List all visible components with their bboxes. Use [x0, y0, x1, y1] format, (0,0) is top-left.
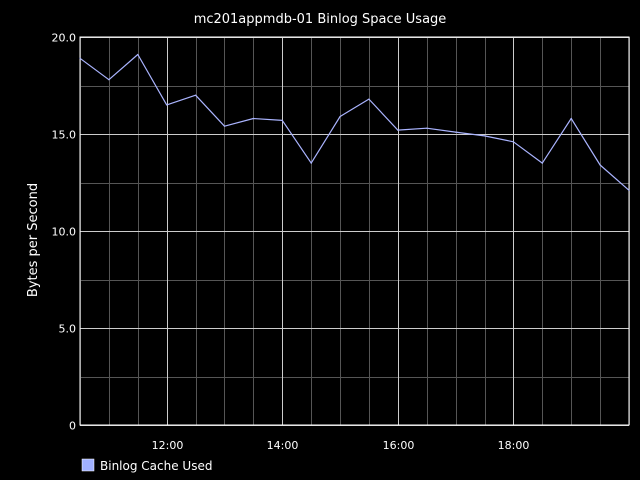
data-point: [570, 117, 572, 120]
x-tick-label: 12:00: [152, 439, 184, 452]
x-tick-label: 18:00: [498, 439, 530, 452]
legend-swatch: [81, 458, 95, 472]
data-point: [137, 53, 139, 56]
y-tick-label: 10.0: [52, 226, 77, 239]
data-point: [252, 117, 254, 120]
data-point: [426, 127, 428, 129]
y-tick-label: 15.0: [52, 129, 77, 142]
data-point: [195, 94, 197, 96]
x-tick-label: 16:00: [383, 439, 415, 452]
data-point: [397, 129, 399, 131]
x-tick-label: 14:00: [267, 439, 299, 452]
data-point: [310, 162, 312, 164]
y-tick-label: 20.0: [52, 32, 77, 45]
data-point: [281, 119, 283, 121]
y-axis-ticks: 0 5.0 10.0 15.0 20.0: [52, 32, 77, 433]
chart-title: mc201appmdb-01 Binlog Space Usage: [194, 12, 447, 27]
series-layer: [79, 53, 630, 191]
y-tick-label: 5.0: [59, 323, 77, 336]
data-point: [166, 104, 168, 106]
data-point: [541, 162, 543, 164]
data-point: [79, 57, 81, 59]
data-point: [455, 131, 457, 133]
x-axis-ticks: 12:00 14:00 16:00 18:00: [152, 439, 530, 452]
plot-border: [79, 36, 630, 426]
y-axis-title: Bytes per Second: [26, 183, 41, 297]
data-point: [339, 115, 341, 118]
series-line: [79, 53, 630, 191]
data-point: [483, 135, 486, 137]
data-point: [368, 98, 370, 100]
legend: Binlog Cache Used: [81, 458, 212, 473]
data-point: [108, 79, 110, 81]
data-point: [628, 189, 630, 191]
data-point: [512, 141, 515, 143]
data-point: [223, 125, 226, 127]
legend-label: Binlog Cache Used: [100, 459, 212, 473]
y-tick-label: 0: [69, 420, 76, 433]
data-point: [599, 164, 601, 166]
